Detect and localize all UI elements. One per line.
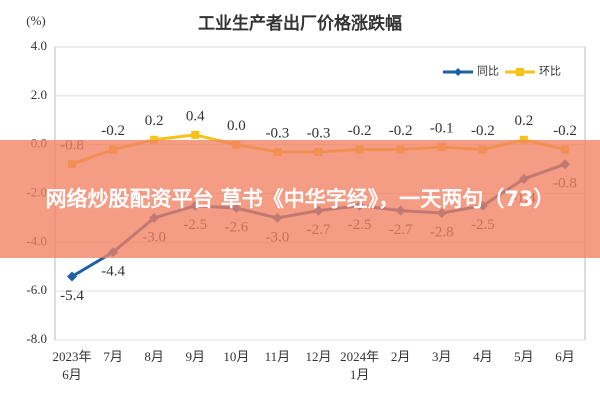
x-tick-label: 11月	[264, 349, 291, 364]
value-label: -0.2	[389, 123, 413, 139]
value-label: -0.2	[101, 123, 125, 139]
y-tick-label: 2.0	[31, 87, 47, 102]
marker	[150, 135, 159, 144]
y-axis-label: (%)	[26, 13, 46, 28]
chart-title: 工业生产者出厂价格涨跌幅	[198, 13, 402, 34]
value-label: 0.2	[515, 113, 534, 129]
banner: 网络炒股配资平台 草书《中华字经》，一天两句（73）	[0, 140, 600, 258]
value-label: 0.4	[186, 108, 205, 124]
x-tick-label: 7月	[103, 349, 123, 364]
x-tick-label: 5月	[514, 349, 534, 364]
x-tick-label: 3月	[431, 349, 452, 364]
x-tick-label: 12月	[305, 349, 332, 364]
y-tick-label: -8.0	[26, 331, 47, 346]
legend-marker	[454, 68, 462, 76]
value-label: 0.2	[145, 113, 164, 129]
value-label: -0.3	[266, 125, 290, 141]
x-tick-label: 8月	[144, 349, 164, 364]
x-tick-label: 2023年 6月	[52, 349, 92, 382]
x-tick-label: 10月	[223, 349, 250, 364]
x-tick-label: 2月	[390, 349, 411, 364]
y-tick-label: 4.0	[31, 38, 47, 53]
x-tick-label: 4月	[473, 349, 493, 364]
value-label: -0.3	[307, 125, 331, 141]
value-label: -5.4	[60, 288, 84, 304]
legend-label: 同比	[477, 65, 499, 78]
marker	[67, 271, 77, 282]
marker	[191, 130, 200, 139]
value-label: -0.1	[430, 121, 454, 137]
banner-text: 网络炒股配资平台 草书《中华字经》，一天两句（73）	[45, 187, 555, 211]
value-label: -0.2	[348, 123, 372, 139]
value-label: -0.2	[471, 123, 495, 139]
legend-label: 环比	[539, 65, 561, 78]
value-label: 0.0	[227, 118, 246, 134]
value-label: -0.2	[553, 123, 577, 139]
y-tick-label: -6.0	[26, 282, 47, 297]
x-tick-label: 2024年 1月	[340, 349, 380, 382]
value-label: -4.4	[101, 264, 125, 280]
x-tick-label: 6月	[555, 349, 575, 364]
legend-marker	[516, 68, 524, 76]
marker	[519, 135, 528, 144]
x-tick-label: 9月	[185, 349, 205, 364]
